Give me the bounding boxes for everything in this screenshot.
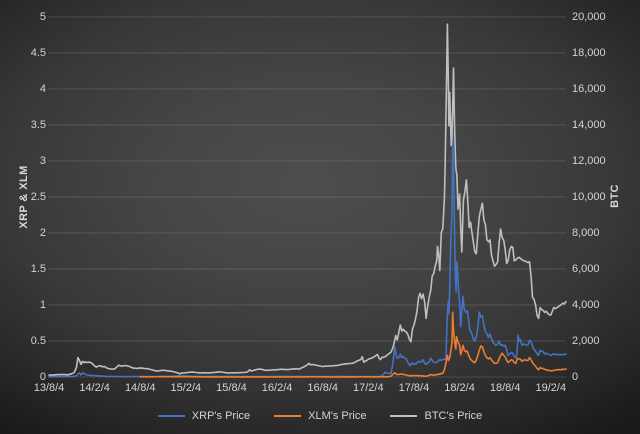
x-axis-tick: 16/8/4 — [307, 382, 338, 394]
left-axis-tick: 0.5 — [30, 335, 46, 347]
right-axis-tick: 8,000 — [572, 227, 600, 239]
left-axis-tick: 2 — [39, 227, 46, 239]
right-axis-tick: 14,000 — [572, 119, 606, 131]
right-axis-tick: 10,000 — [572, 191, 606, 203]
x-axis-tick: 17/8/4 — [398, 382, 430, 394]
legend-item-btc: BTC's Price — [390, 410, 482, 422]
x-axis-tick: 18/2/4 — [444, 382, 475, 394]
x-axis-tick: 13/8/4 — [33, 382, 65, 394]
left-axis-tick: 4 — [39, 83, 46, 95]
legend-item-xlm: XLM's Price — [274, 410, 366, 422]
series-line-xrp — [48, 132, 567, 378]
right-axis-tick: 18,000 — [572, 47, 606, 59]
legend-line-xrp — [157, 415, 185, 417]
x-axis-tick: 14/2/4 — [79, 382, 110, 394]
right-axis-tick: 12,000 — [572, 155, 606, 167]
legend-label-xlm: XLM's Price — [308, 410, 367, 422]
left-axis-tick: 4.5 — [30, 47, 46, 59]
chart-legend: XRP's Price XLM's Price BTC's Price — [0, 406, 640, 426]
legend-label-btc: BTC's Price — [424, 410, 483, 422]
x-axis-tick: 15/8/4 — [216, 382, 247, 394]
right-axis-tick: 6,000 — [572, 263, 600, 275]
right-axis-tick: 4,000 — [572, 299, 600, 311]
legend-line-btc — [390, 415, 418, 417]
left-axis-tick: 3.5 — [30, 119, 46, 131]
series-line-btc — [48, 23, 567, 376]
legend-item-xrp: XRP's Price — [157, 410, 251, 422]
left-axis-tick: 1.5 — [30, 263, 46, 275]
left-axis-tick: 3 — [39, 155, 46, 167]
series-line-xlm — [139, 311, 567, 378]
x-axis-tick: 19/2/4 — [535, 382, 567, 394]
left-axis-tick: 5 — [39, 11, 46, 23]
right-axis-tick: 2,000 — [572, 335, 600, 347]
right-axis-tick: 0 — [572, 371, 579, 383]
x-axis-tick: 15/2/4 — [170, 382, 202, 394]
x-axis-tick: 14/8/4 — [124, 382, 156, 394]
left-axis-tick: 1 — [39, 299, 46, 311]
legend-line-xlm — [274, 415, 302, 417]
x-axis-tick: 18/8/4 — [489, 382, 521, 394]
left-axis-tick: 2.5 — [30, 191, 46, 203]
left-axis-tick: 0 — [39, 371, 46, 383]
right-axis-tick: 16,000 — [572, 83, 606, 95]
x-axis-tick: 16/2/4 — [261, 382, 293, 394]
x-axis-tick: 17/2/4 — [353, 382, 384, 394]
right-axis-tick: 20,000 — [572, 11, 606, 23]
legend-label-xrp: XRP's Price — [191, 410, 251, 422]
